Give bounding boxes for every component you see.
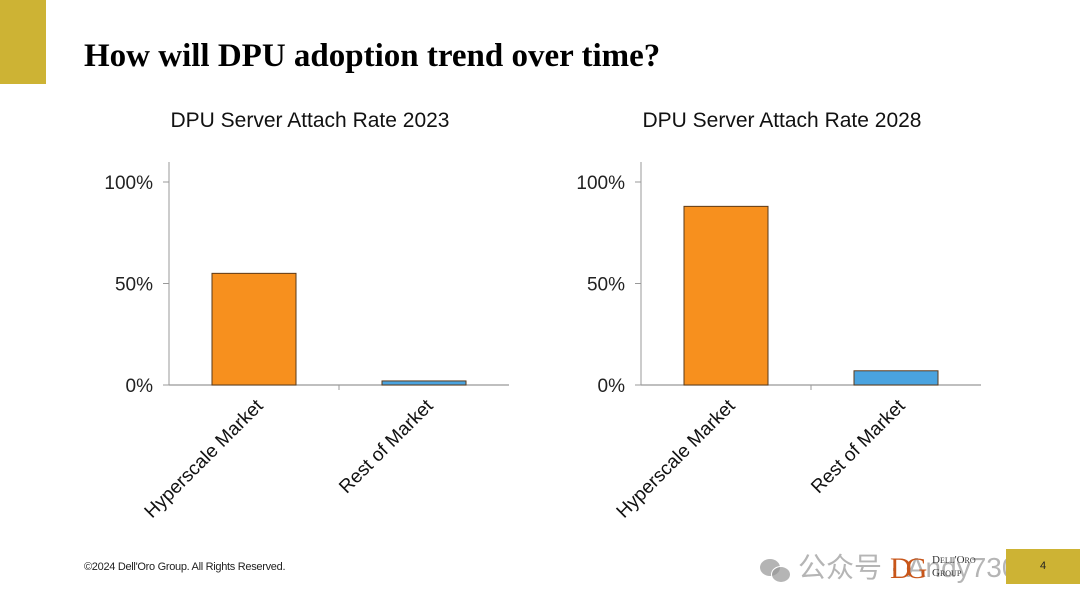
- y-tick-label: 100%: [576, 173, 625, 194]
- bar-hyperscale-market: [683, 205, 769, 386]
- dell-oro-logo: DG Dell'Oro Group: [890, 550, 1030, 585]
- bar-rest-of-market: [853, 370, 939, 386]
- page-number: 4: [1040, 560, 1047, 572]
- page-number-box: [1006, 549, 1080, 584]
- x-tick-label: Rest of Market: [807, 395, 910, 498]
- y-tick-label: 0%: [126, 376, 154, 397]
- chart-2023: 0% 50% 100% Hyperscale Market Rest of Market…: [80, 100, 540, 540]
- chart-title: DPU Server Attach Rate 2023: [170, 109, 450, 132]
- y-tick-label: 100%: [104, 173, 153, 194]
- wechat-icon: [760, 557, 791, 583]
- logo-line-2: Group: [932, 567, 962, 579]
- copyright-footer: ©2024 Dell'Oro Group. All Rights Reserve…: [84, 561, 286, 573]
- chart-title: DPU Server Attach Rate 2028: [642, 109, 922, 132]
- x-tick-label: Rest of Market: [335, 395, 438, 498]
- x-tick-label: Hyperscale Market: [141, 395, 268, 522]
- title-accent-bar: [0, 0, 46, 84]
- logo-line-1: Dell'Oro: [932, 554, 976, 566]
- watermark-text: 公众号 · Andy730: [798, 552, 1018, 583]
- slide-title: How will DPU adoption trend over time?: [84, 38, 661, 74]
- x-tick-label: Hyperscale Market: [613, 395, 740, 522]
- chart-plot: 0% 50% 100% Hyperscale Market Rest of Market: [576, 162, 981, 523]
- chart-plot: 0% 50% 100% Hyperscale Market Rest of Market: [104, 162, 509, 523]
- y-tick-label: 50%: [587, 275, 625, 296]
- logo-mark: DG: [890, 552, 927, 585]
- watermark: 公众号 · Andy730: [760, 546, 1017, 586]
- bar-rest-of-market: [381, 380, 467, 386]
- y-tick-label: 0%: [598, 376, 626, 397]
- bar-hyperscale-market: [211, 272, 297, 386]
- y-tick-label: 50%: [115, 275, 153, 296]
- chart-2028: 0% 50% 100% Hyperscale Market Rest of Market…: [552, 100, 1012, 540]
